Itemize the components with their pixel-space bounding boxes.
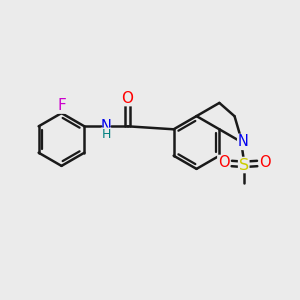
Text: O: O <box>218 155 230 170</box>
Text: N: N <box>238 134 249 149</box>
Text: F: F <box>57 98 66 113</box>
Text: S: S <box>239 158 249 172</box>
Text: H: H <box>101 128 111 141</box>
Text: O: O <box>122 91 134 106</box>
Text: O: O <box>260 155 271 170</box>
Text: N: N <box>100 119 111 134</box>
